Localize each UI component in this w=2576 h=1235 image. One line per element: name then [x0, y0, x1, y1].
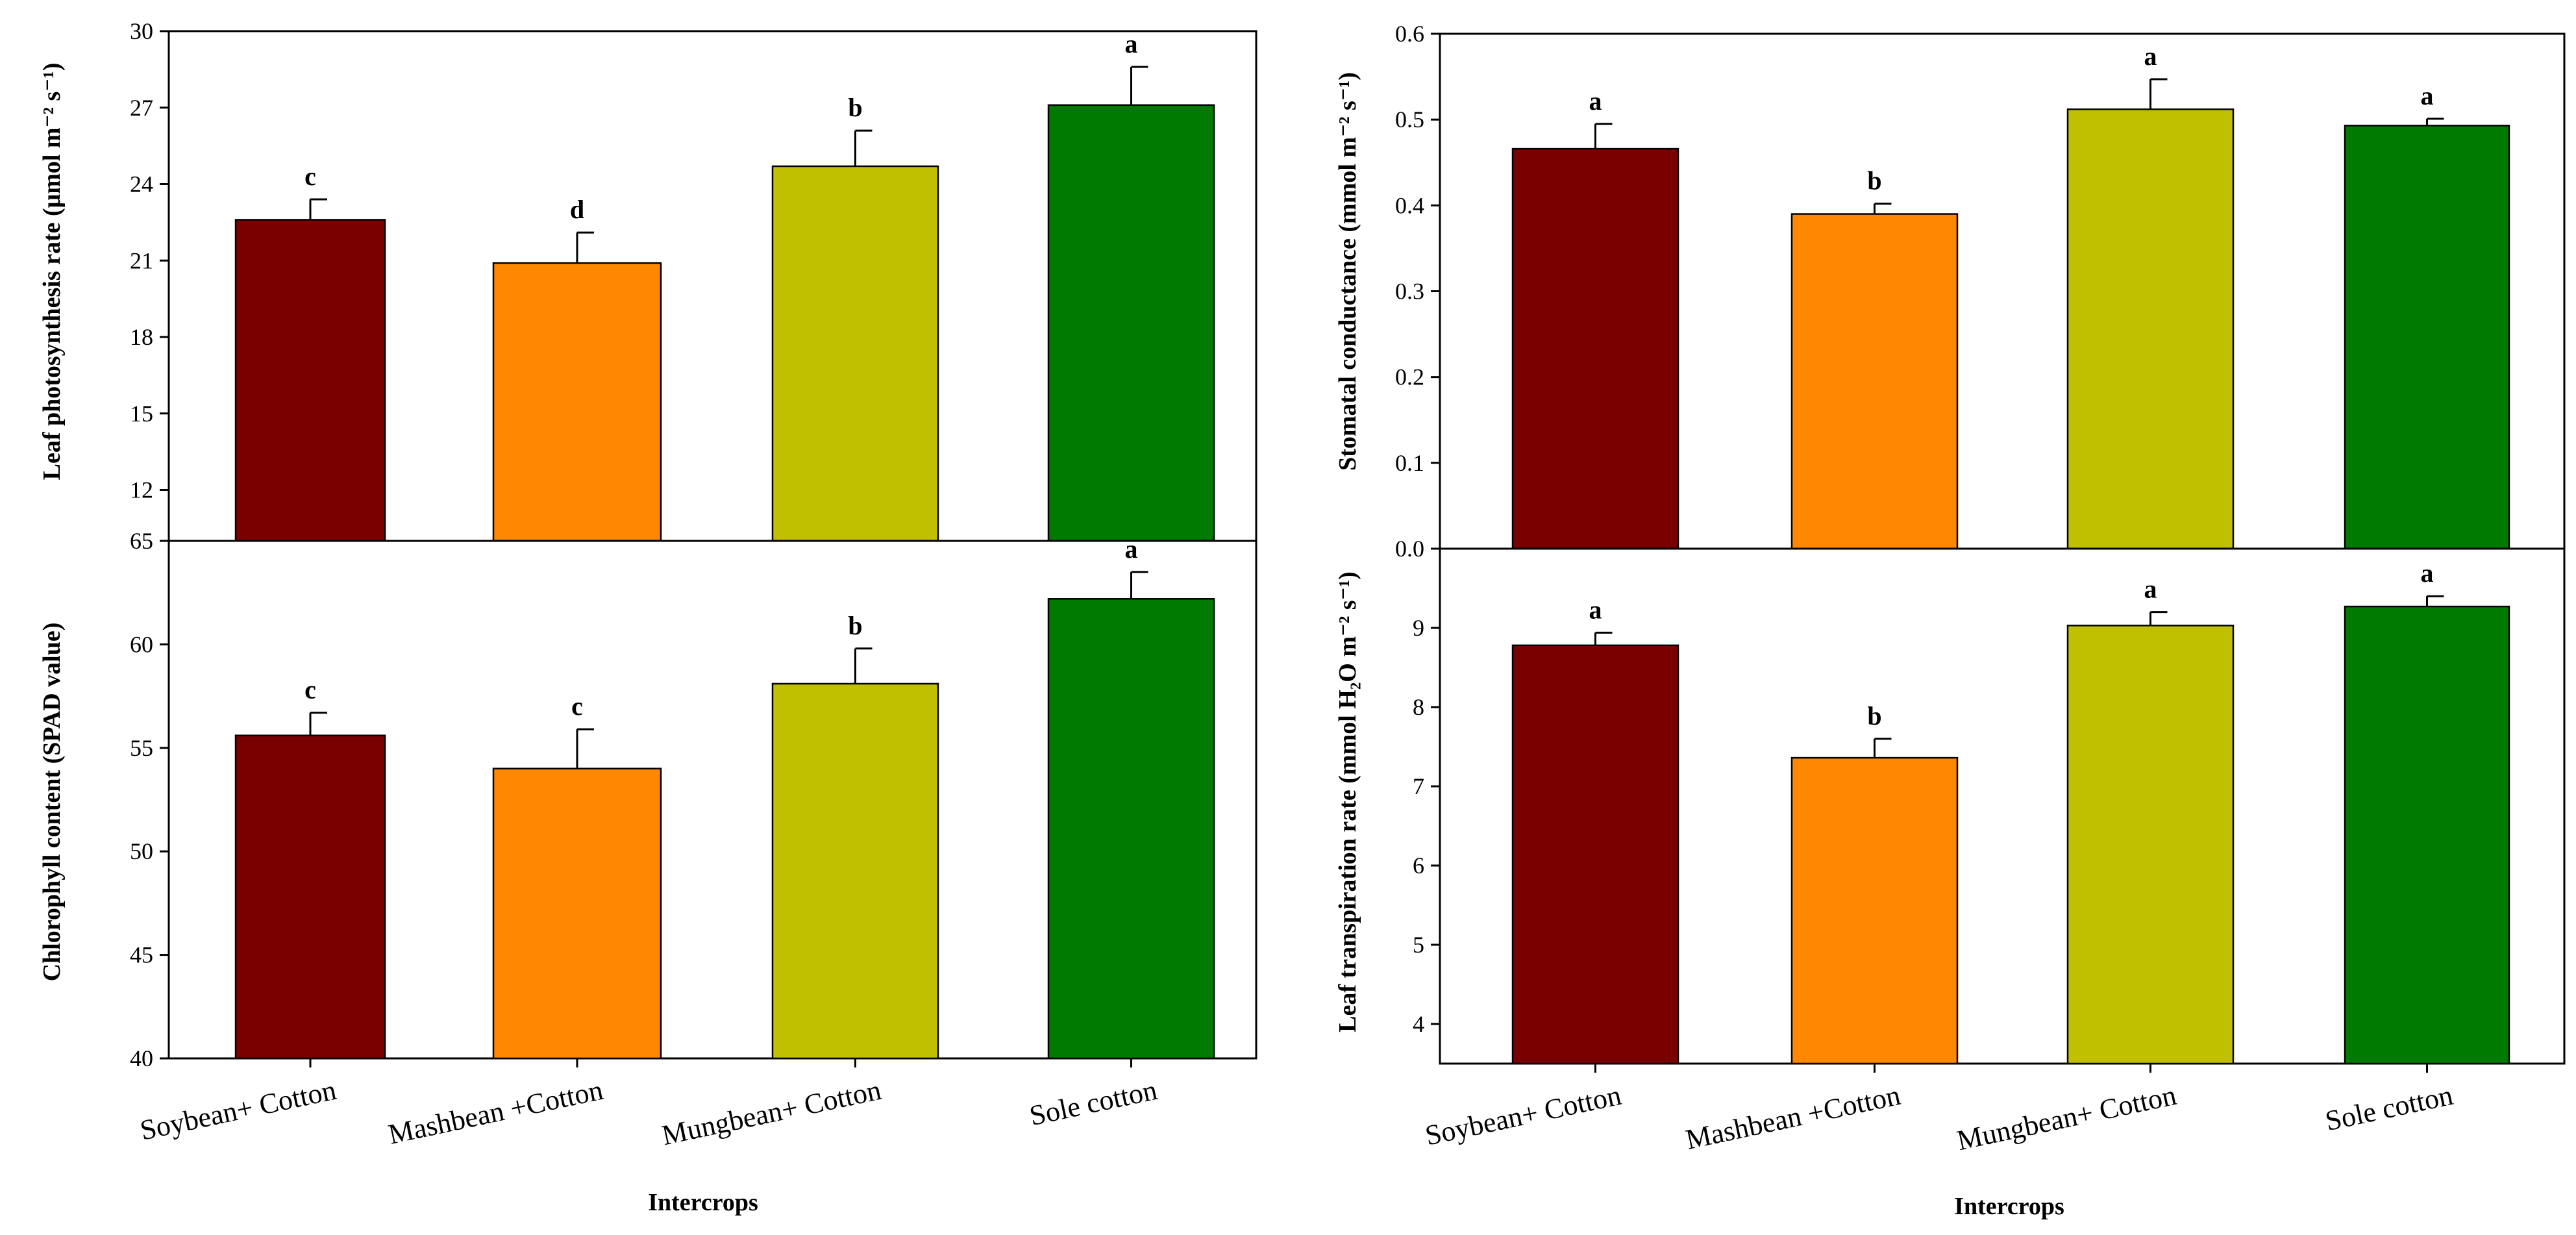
significance-letter: a [1125, 29, 1138, 58]
bar [492, 767, 662, 1060]
significance-letter: d [570, 195, 584, 224]
y-tick-label: 6 [1413, 853, 1424, 879]
bar [2066, 108, 2235, 550]
significance-letter: a [2421, 558, 2434, 588]
y-tick-label: 24 [130, 171, 153, 197]
y-tick-label: 8 [1413, 694, 1424, 720]
significance-letter: c [571, 692, 583, 721]
significance-letter: c [304, 675, 316, 705]
plot-frame [167, 540, 1257, 1060]
significance-letter: a [2421, 81, 2434, 110]
y-tick-label: 21 [130, 247, 153, 273]
y-tick-label: 27 [130, 95, 153, 121]
y-tick-label: 45 [130, 942, 153, 968]
bar [234, 219, 386, 542]
y-tick-label: 40 [130, 1045, 153, 1071]
y-tick-label: 0.1 [1395, 450, 1424, 476]
significance-letter: b [1867, 701, 1881, 730]
bar [1047, 598, 1215, 1060]
bar [2344, 605, 2510, 1065]
significance-letter: c [304, 162, 316, 191]
significance-letter: a [1589, 86, 1602, 116]
panel-photosynthesis: 12 15 18 21 24 27 30 c d b a [130, 18, 1257, 542]
x-title-right: Intercrops [1954, 1193, 2064, 1220]
significance-letter: a [2144, 42, 2157, 71]
significance-letter: a [1589, 595, 1602, 624]
bar [234, 734, 386, 1060]
y-tick-label: 12 [130, 477, 153, 503]
y-tick-label: 7 [1413, 773, 1424, 799]
significance-letter: a [2144, 575, 2157, 604]
bar [1511, 147, 1679, 550]
bar [1790, 756, 1959, 1065]
bar [1511, 644, 1679, 1065]
significance-letter: b [848, 611, 862, 640]
y-tick-label: 60 [130, 631, 153, 657]
y-tick-label: 18 [130, 324, 153, 350]
y-tick-label: 65 [130, 528, 153, 554]
y-title-chlorophyll: Chlorophyll content (SPAD value) [38, 623, 66, 982]
y-tick-label: 50 [130, 838, 153, 864]
y-tick-label: 0.6 [1395, 21, 1424, 47]
x-title-left: Intercrops [648, 1189, 758, 1216]
bar [2344, 125, 2510, 550]
bar [1047, 104, 1215, 542]
plot-frame [1439, 547, 2566, 1065]
significance-letter: b [1867, 166, 1881, 195]
y-tick-label: 0.4 [1395, 192, 1424, 218]
bar [2066, 625, 2235, 1065]
panel-stomatal-conductance: 0.0 0.1 0.2 0.3 0.4 0.5 0.6 a b a a [1395, 21, 2566, 562]
y-tick-label: 0.0 [1395, 536, 1424, 562]
y-tick-label: 0.2 [1395, 364, 1424, 390]
y-tick-label: 9 [1413, 615, 1424, 641]
bar [1790, 213, 1959, 550]
bar [771, 682, 939, 1060]
y-title-transpiration: Leaf transpiration rate (mmol H₂O m⁻² s⁻… [1334, 571, 1361, 1032]
y-tick-label: 0.3 [1395, 279, 1424, 305]
bar [492, 262, 662, 542]
y-title-photosynthesis: Leaf photosynthesis rate (μmol m⁻² s⁻¹) [38, 63, 66, 480]
y-tick-label: 5 [1413, 932, 1424, 958]
bar [771, 165, 939, 542]
y-tick-label: 30 [130, 18, 153, 44]
significance-letter: a [1125, 534, 1138, 564]
y-tick-label: 55 [130, 735, 153, 761]
y-tick-label: 0.5 [1395, 106, 1424, 132]
y-tick-label: 4 [1413, 1011, 1424, 1037]
significance-letter: b [848, 93, 862, 122]
y-tick-label: 15 [130, 401, 153, 427]
y-title-stomatal: Stomatal conductance (mmol m⁻² s⁻¹) [1334, 72, 1361, 471]
